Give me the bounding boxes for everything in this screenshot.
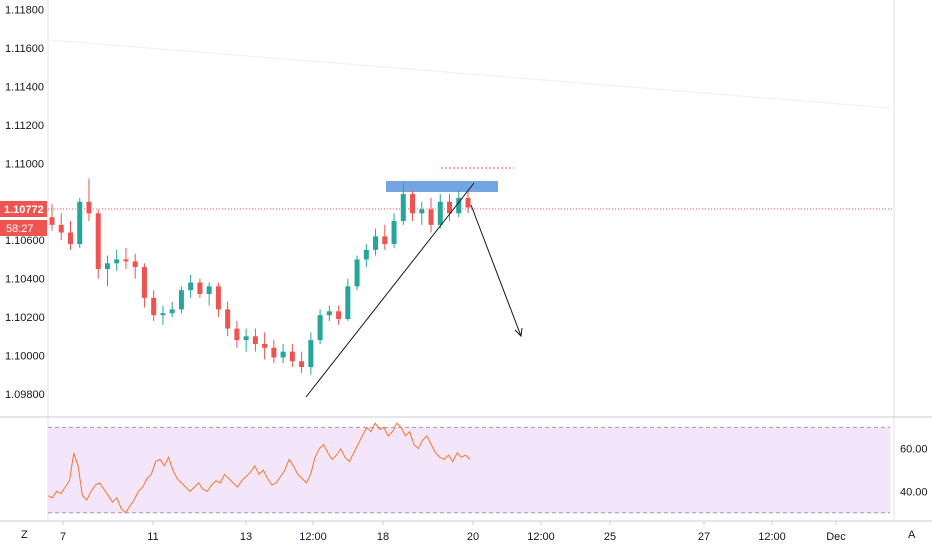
timezone-button[interactable]: Z	[21, 529, 28, 541]
candle	[197, 282, 203, 295]
candle	[252, 336, 258, 344]
price-tick-label: 1.11600	[5, 43, 44, 55]
rsi-tick-label: 40.00	[900, 486, 928, 498]
last-price-label-bg	[0, 201, 47, 217]
candle	[215, 286, 221, 310]
rsi-band	[48, 427, 890, 513]
candle	[188, 282, 194, 291]
candle	[299, 361, 305, 368]
candle	[280, 351, 286, 358]
rsi-axis[interactable]: 60.00 40.00	[900, 444, 928, 499]
rsi-line	[47, 422, 471, 514]
candle	[160, 313, 166, 316]
price-tick-label: 1.11200	[5, 120, 44, 132]
price-tick-label: 1.11400	[5, 81, 44, 93]
faint-trendline	[49, 39, 891, 109]
last-price-label: 1.10772	[4, 204, 44, 216]
countdown-label-bg	[0, 220, 47, 236]
resistance-zone[interactable]	[386, 181, 498, 192]
candle	[437, 201, 443, 225]
candle	[465, 197, 471, 208]
candle	[289, 351, 295, 362]
candle	[95, 213, 101, 270]
candle	[49, 217, 55, 225]
candle	[382, 236, 388, 245]
candle	[317, 315, 323, 341]
candle	[336, 311, 342, 319]
candle	[67, 232, 73, 245]
price-tick-label: 1.10400	[5, 274, 45, 286]
time-axis[interactable]: 7 11 13 12:00 18 20 12:00 25 27 12:00 Dec	[60, 521, 846, 543]
time-tick-label: 12:00	[758, 531, 786, 543]
candle	[141, 267, 147, 298]
candle	[123, 259, 129, 262]
candle	[243, 336, 249, 341]
candle	[326, 311, 332, 316]
candle	[225, 309, 231, 329]
candle	[77, 201, 83, 245]
time-tick-label: 12:00	[527, 531, 555, 543]
candle	[169, 309, 175, 314]
candle	[456, 197, 462, 214]
time-tick-label: 11	[147, 531, 158, 543]
candle	[178, 290, 184, 310]
candle	[151, 297, 157, 316]
time-tick-label: 27	[698, 531, 710, 543]
price-tick-label: 1.11800	[5, 5, 44, 17]
price-tick-label: 1.10000	[5, 351, 45, 363]
candle	[206, 286, 212, 295]
candle	[428, 209, 434, 225]
candle	[419, 209, 425, 214]
price-tick-label: 1.09800	[5, 389, 45, 401]
time-tick-label: 13	[240, 531, 252, 543]
candle	[308, 340, 314, 368]
candle	[234, 328, 240, 341]
time-tick-label: 7	[60, 531, 66, 543]
candle	[132, 261, 138, 268]
candle	[114, 259, 120, 264]
candle	[104, 263, 110, 270]
candle	[363, 249, 369, 260]
candle	[345, 286, 351, 319]
candle	[373, 236, 379, 250]
time-tick-label: 12:00	[299, 531, 327, 543]
rising-trendline[interactable]	[305, 182, 475, 398]
candle	[391, 220, 397, 245]
auto-scale-button[interactable]: A	[908, 529, 916, 541]
candle	[58, 224, 64, 233]
candle	[86, 201, 92, 214]
candle	[271, 347, 277, 358]
candle	[400, 194, 406, 221]
countdown-label: 58:27	[6, 223, 34, 235]
candle	[262, 343, 268, 348]
time-tick-label: Dec	[826, 531, 846, 543]
rsi-tick-label: 60.00	[900, 444, 928, 456]
price-tick-label: 1.10200	[5, 312, 45, 324]
candle	[447, 201, 453, 214]
time-tick-label: 20	[467, 531, 479, 543]
projection-arrowhead	[514, 327, 523, 338]
time-tick-label: 18	[377, 531, 389, 543]
projection-arrow[interactable]	[470, 204, 522, 337]
price-tick-label: 1.11000	[5, 158, 44, 170]
candle	[410, 194, 416, 214]
time-tick-label: 25	[604, 531, 616, 543]
price-axis[interactable]: 1.09800 1.10000 1.10200 1.10400 1.10600 1.110…	[5, 5, 45, 401]
candle	[354, 259, 360, 287]
candles-group	[49, 178, 471, 375]
price-tick-label: 1.10600	[5, 235, 45, 247]
